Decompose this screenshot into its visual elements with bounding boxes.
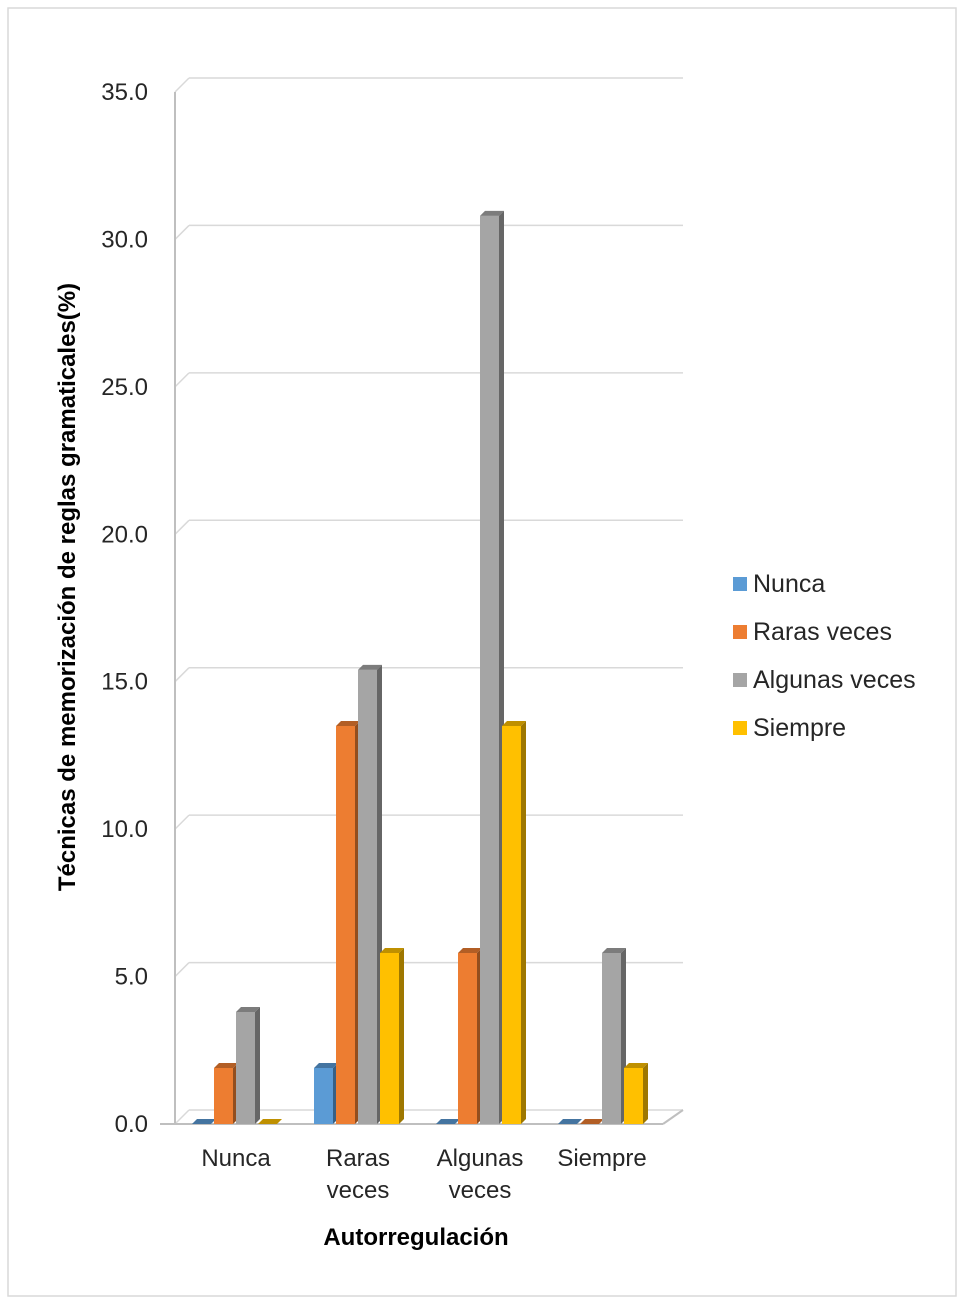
legend-label: Raras veces bbox=[753, 618, 892, 646]
bar bbox=[236, 1006, 260, 1124]
gridline-side bbox=[174, 1109, 190, 1125]
gridline-side bbox=[174, 77, 190, 93]
legend-swatch bbox=[733, 721, 747, 735]
x-tick-label: Siempre bbox=[557, 1145, 646, 1172]
bar bbox=[602, 947, 626, 1124]
x-tick-label: Raras bbox=[326, 1145, 390, 1172]
x-axis-title: Autorregulación bbox=[323, 1224, 508, 1251]
gridline-side bbox=[174, 372, 190, 388]
legend-swatch bbox=[733, 625, 747, 639]
x-tick-label: Algunas bbox=[437, 1145, 524, 1172]
bar bbox=[624, 1062, 648, 1124]
legend-swatch bbox=[733, 577, 747, 591]
gridline-side bbox=[174, 962, 190, 978]
legend-swatch bbox=[733, 673, 747, 687]
floor-edge bbox=[662, 1109, 684, 1125]
legend-label: Siempre bbox=[753, 714, 846, 742]
bar bbox=[258, 1119, 282, 1124]
x-tick-label: veces bbox=[449, 1177, 512, 1204]
y-tick-label: 10.0 bbox=[101, 816, 148, 843]
legend: Nunca Raras veces Algunas veces Siempre bbox=[733, 570, 916, 742]
bar bbox=[192, 1119, 216, 1124]
x-tick-labels: Nunca Raras veces Algunas veces Siempre bbox=[201, 1145, 646, 1204]
x-tick-label: veces bbox=[327, 1177, 390, 1204]
y-tick-label: 35.0 bbox=[101, 79, 148, 106]
bar bbox=[314, 1062, 338, 1124]
bars bbox=[192, 210, 648, 1125]
bar bbox=[580, 1119, 604, 1124]
bar bbox=[358, 664, 382, 1124]
y-tick-label: 15.0 bbox=[101, 669, 148, 696]
bar bbox=[336, 720, 360, 1124]
gridline-side bbox=[174, 224, 190, 240]
bar bbox=[436, 1119, 460, 1124]
bar bbox=[502, 720, 526, 1124]
legend-label: Nunca bbox=[753, 570, 825, 598]
bar bbox=[480, 210, 504, 1125]
x-tick-label: Nunca bbox=[201, 1145, 271, 1172]
y-tick-label: 30.0 bbox=[101, 226, 148, 253]
y-axis-title: Técnicas de memorización de reglas grama… bbox=[54, 283, 81, 891]
gridline-side bbox=[174, 814, 190, 830]
y-tick-label: 20.0 bbox=[101, 521, 148, 548]
y-tick-label: 5.0 bbox=[115, 964, 148, 991]
y-tick-label: 25.0 bbox=[101, 374, 148, 401]
gridline-side bbox=[174, 667, 190, 683]
bar bbox=[558, 1119, 582, 1124]
gridlines bbox=[174, 77, 683, 1125]
legend-label: Algunas veces bbox=[753, 666, 916, 694]
gridline-side bbox=[174, 519, 190, 535]
y-tick-labels: 0.0 5.0 10.0 15.0 20.0 25.0 30.0 35.0 bbox=[101, 79, 148, 1138]
y-tick-label: 0.0 bbox=[115, 1111, 148, 1138]
bar bbox=[458, 947, 482, 1124]
bar bbox=[380, 947, 404, 1124]
bar bbox=[214, 1062, 238, 1124]
